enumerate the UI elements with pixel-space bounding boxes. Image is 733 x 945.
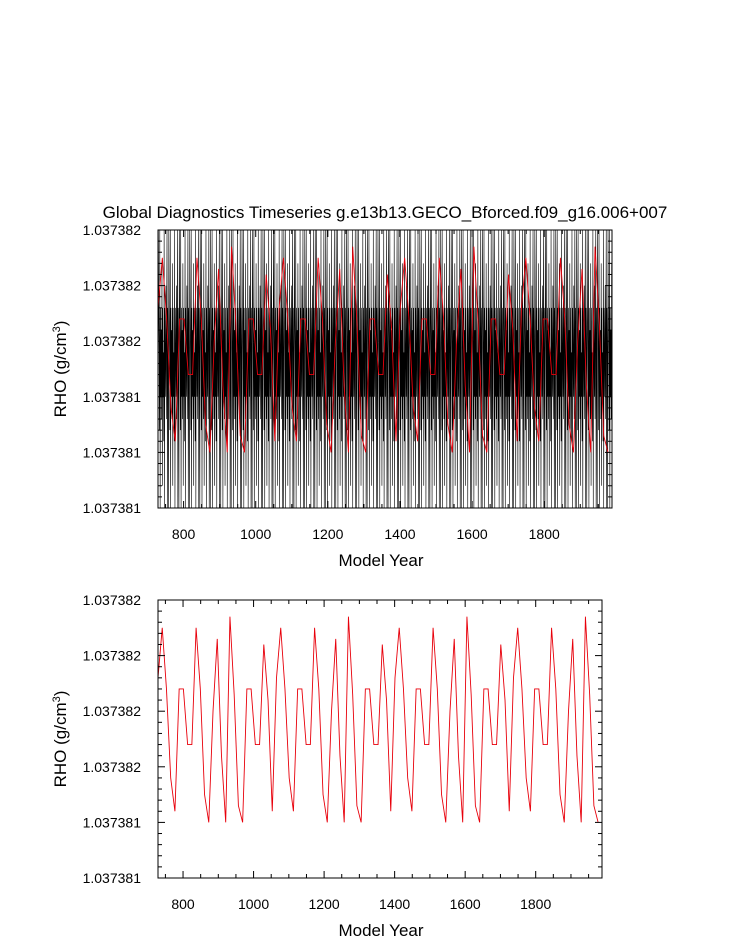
top-chart-y-axis-title: RHO (g/cm3)	[51, 321, 70, 418]
top-chart-x-tick-label: 1800	[529, 526, 560, 542]
bottom-chart-x-axis-title: Model Year	[338, 921, 423, 940]
bottom-chart-plot-area	[157, 616, 599, 823]
bottom-chart-y-axis-title-close: )	[51, 691, 70, 697]
top-chart-y-tick-label: 1.037381	[83, 389, 142, 405]
bottom-chart-x-tick-label: 800	[171, 896, 195, 912]
bottom-chart-y-tick-label: 1.037381	[83, 870, 142, 886]
top-chart-x-tick-label: 1600	[457, 526, 488, 542]
top-chart-title: Global Diagnostics Timeseries g.e13b13.G…	[103, 203, 668, 222]
top-chart-x-tick-label: 1000	[240, 526, 271, 542]
bottom-chart-y-axis: 1.037381 1.037381 1.037382 1.037382 1.037382…	[83, 592, 602, 886]
bottom-chart-x-tick-label: 1800	[520, 896, 551, 912]
top-chart-y-tick-label: 1.037381	[83, 444, 142, 460]
bottom-chart-x-tick-label: 1400	[379, 896, 410, 912]
top-chart-x-tick-label: 800	[172, 526, 196, 542]
top-chart-y-axis-title-close: )	[51, 321, 70, 327]
top-chart-y-tick-label: 1.037382	[83, 333, 142, 349]
bottom-chart-y-axis-title: RHO (g/cm3)	[51, 691, 70, 788]
top-chart-y-tick-label: 1.037382	[83, 278, 142, 294]
bottom-chart-y-tick-label: 1.037382	[83, 592, 142, 608]
top-chart-series-1-line	[157, 246, 609, 453]
top-chart-x-tick-label: 1400	[384, 526, 415, 542]
top-chart-frame	[157, 229, 613, 509]
top-chart-series-0-line	[157, 229, 613, 509]
top-chart-y-tick-label: 1.037381	[83, 500, 142, 516]
top-chart-y-axis: 1.037381 1.037381 1.037381 1.037382 1.037382…	[83, 222, 612, 516]
top-chart: Global Diagnostics Timeseries g.e13b13.G…	[51, 203, 667, 570]
bottom-chart-y-tick-label: 1.037382	[83, 759, 142, 775]
bottom-chart-y-tick-label: 1.037382	[83, 703, 142, 719]
bottom-chart-y-axis-title-sup: 3	[51, 696, 63, 702]
top-chart-y-axis-title-sup: 3	[51, 326, 63, 332]
top-chart-x-axis-title: Model Year	[338, 551, 423, 570]
bottom-chart-frame	[157, 599, 603, 879]
bottom-chart-y-tick-label: 1.037382	[83, 648, 142, 664]
top-chart-y-axis-title-main: RHO (g/cm	[51, 332, 70, 417]
bottom-chart: 1.037381 1.037381 1.037382 1.037382 1.037382…	[51, 592, 603, 940]
bottom-chart-y-axis-title-main: RHO (g/cm	[51, 702, 70, 787]
top-chart-plot-area	[157, 229, 613, 509]
bottom-chart-series-0-line	[157, 616, 599, 823]
bottom-chart-x-tick-label: 1200	[309, 896, 340, 912]
bottom-chart-x-tick-label: 1000	[238, 896, 269, 912]
bottom-chart-x-tick-label: 1600	[450, 896, 481, 912]
bottom-chart-x-axis: 800 1000 1200 1400 1600 1800	[164, 600, 590, 912]
bottom-chart-y-tick-label: 1.037381	[83, 814, 142, 830]
top-chart-y-tick-label: 1.037382	[83, 222, 142, 238]
top-chart-x-axis: 800 1000 1200 1400 1600 1800	[165, 230, 599, 542]
top-chart-x-tick-label: 1200	[312, 526, 343, 542]
